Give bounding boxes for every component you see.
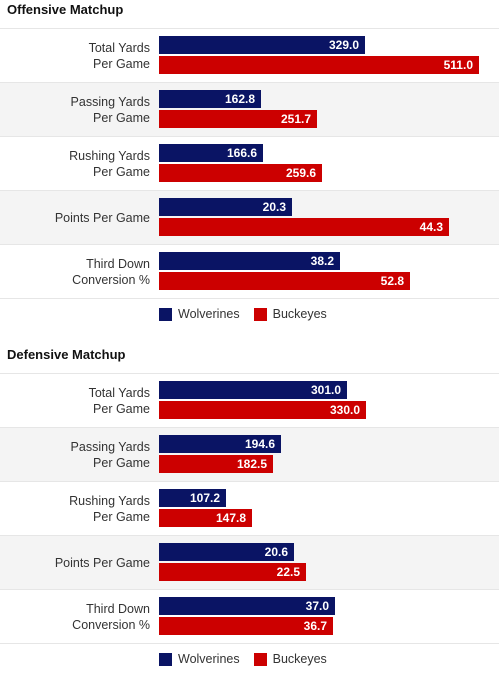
chart-row: Passing Yards Per Game 194.6 182.5 [0, 427, 499, 481]
bar-wolverines: 20.3 [159, 198, 292, 216]
chart-title: Offensive Matchup [7, 2, 124, 17]
chart-row: Third Down Conversion % 38.2 52.8 [0, 244, 499, 298]
bar-wolverines: 194.6 [159, 435, 281, 453]
legend-swatch-wolverines [159, 307, 172, 321]
row-divider [0, 643, 499, 644]
chart-row: Points Per Game 20.3 44.3 [0, 190, 499, 244]
chart-row: Points Per Game 20.6 22.5 [0, 535, 499, 589]
legend-label-buckeyes: Buckeyes [272, 652, 327, 666]
legend-label-wolverines: Wolverines [178, 307, 240, 321]
bar-buckeyes: 44.3 [159, 218, 449, 236]
bar-wolverines: 329.0 [159, 36, 365, 54]
legend-swatch-buckeyes [253, 307, 267, 321]
category-label: Rushing Yards Per Game [69, 148, 150, 179]
bar-buckeyes: 22.5 [159, 563, 306, 581]
chart-row: Passing Yards Per Game 162.8 251.7 [0, 82, 499, 136]
legend-swatch-wolverines [159, 652, 172, 666]
bar-wolverines: 301.0 [159, 381, 347, 399]
chart-title: Defensive Matchup [7, 347, 126, 362]
chart-row: Total Yards Per Game 329.0 511.0 [0, 28, 499, 82]
category-label: Points Per Game [54, 210, 150, 225]
category-label: Total Yards Per Game [88, 385, 150, 416]
legend-item-wolverines: Wolverines [159, 307, 240, 321]
category-label: Third Down Conversion % [72, 601, 150, 632]
legend-item-wolverines: Wolverines [159, 652, 240, 666]
legend-item-buckeyes: Buckeyes [253, 307, 327, 321]
bar-wolverines: 162.8 [159, 90, 261, 108]
category-label: Passing Yards Per Game [70, 439, 150, 470]
chart-legend: Wolverines Buckeyes [159, 652, 341, 666]
category-label: Third Down Conversion % [72, 256, 150, 287]
bar-buckeyes: 330.0 [159, 401, 366, 419]
legend-item-buckeyes: Buckeyes [253, 652, 327, 666]
bar-buckeyes: 251.7 [159, 110, 317, 128]
legend-label-wolverines: Wolverines [178, 652, 240, 666]
bar-wolverines: 20.6 [159, 543, 294, 561]
category-label: Total Yards Per Game [88, 40, 150, 71]
chart-row: Total Yards Per Game 301.0 330.0 [0, 373, 499, 427]
bar-wolverines: 107.2 [159, 489, 226, 507]
chart-row: Rushing Yards Per Game 107.2 147.8 [0, 481, 499, 535]
chart-row: Third Down Conversion % 37.0 36.7 [0, 589, 499, 643]
bar-buckeyes: 182.5 [159, 455, 273, 473]
bar-wolverines: 166.6 [159, 144, 263, 162]
legend-swatch-buckeyes [253, 652, 267, 666]
bar-buckeyes: 52.8 [159, 272, 410, 290]
chart-legend: Wolverines Buckeyes [159, 307, 341, 321]
category-label: Rushing Yards Per Game [69, 493, 150, 524]
bar-buckeyes: 511.0 [159, 56, 479, 74]
bar-wolverines: 37.0 [159, 597, 335, 615]
category-label: Points Per Game [54, 555, 150, 570]
bar-buckeyes: 36.7 [159, 617, 333, 635]
bar-wolverines: 38.2 [159, 252, 340, 270]
bar-buckeyes: 259.6 [159, 164, 322, 182]
chart-row: Rushing Yards Per Game 166.6 259.6 [0, 136, 499, 190]
legend-label-buckeyes: Buckeyes [272, 307, 327, 321]
row-divider [0, 298, 499, 299]
category-label: Passing Yards Per Game [70, 94, 150, 125]
bar-buckeyes: 147.8 [159, 509, 252, 527]
